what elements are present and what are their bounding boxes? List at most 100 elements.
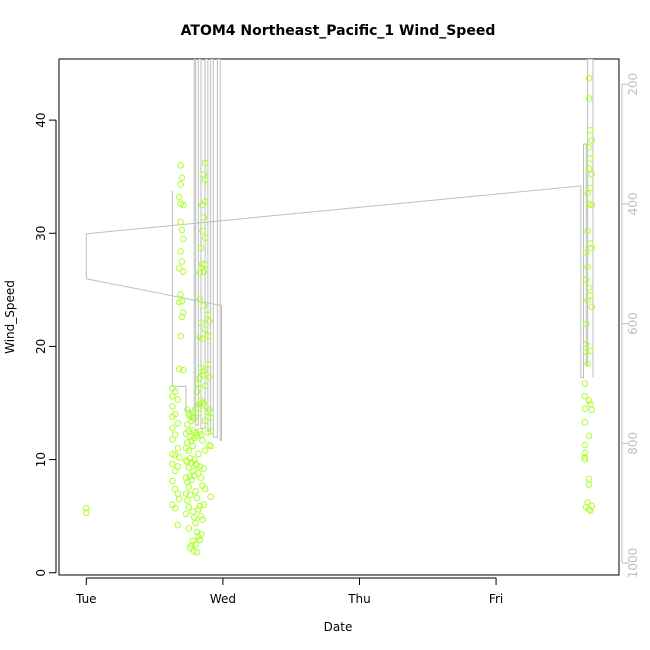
right-axis: 200 400 600 800 1000 — [621, 73, 640, 579]
pressure-line-2 — [86, 59, 222, 441]
data-point — [588, 303, 596, 311]
data-point — [174, 463, 182, 470]
data-point — [581, 405, 589, 413]
data-point — [207, 442, 214, 450]
data-point — [585, 481, 593, 488]
data-point — [185, 503, 193, 511]
data-point — [205, 318, 213, 325]
data-point — [193, 549, 201, 556]
data-point — [587, 184, 594, 192]
data-point — [171, 411, 179, 418]
data-point — [177, 218, 184, 226]
right-tick-label: 1000 — [626, 548, 640, 579]
data-point — [196, 269, 203, 277]
data-point — [204, 361, 212, 368]
data-point — [192, 541, 199, 548]
data-point — [196, 428, 203, 435]
data-point — [585, 165, 593, 173]
data-point — [178, 313, 186, 321]
x-tick-label: Thu — [347, 592, 371, 606]
data-point — [201, 198, 209, 205]
data-point — [585, 475, 593, 483]
data-point — [182, 474, 190, 482]
data-point — [184, 421, 191, 428]
data-point — [171, 431, 179, 439]
data-point — [195, 409, 202, 417]
data-point — [581, 392, 589, 400]
data-point — [185, 483, 193, 491]
data-point — [177, 291, 184, 298]
data-point — [585, 144, 593, 151]
y-tick-label: 30 — [34, 226, 48, 241]
data-point — [196, 502, 203, 510]
data-point — [189, 467, 197, 475]
data-point — [169, 477, 176, 485]
data-point — [584, 360, 591, 367]
x-tick-label: Wed — [210, 592, 236, 606]
data-point — [171, 504, 179, 512]
data-point — [588, 171, 596, 178]
data-point — [180, 268, 187, 276]
data-point — [192, 519, 199, 527]
data-point — [169, 403, 176, 410]
y-tick-label: 10 — [34, 452, 48, 467]
data-point — [584, 227, 591, 235]
data-point — [201, 326, 209, 333]
x-tick-label: Tue — [75, 592, 97, 606]
data-point — [199, 516, 206, 523]
data-point — [180, 235, 187, 243]
data-point — [587, 400, 594, 408]
data-point — [585, 284, 593, 291]
data-point — [582, 320, 590, 328]
data-point — [186, 491, 194, 499]
y-tick-label: 0 — [34, 569, 48, 577]
data-point — [196, 295, 203, 303]
y-tick-label: 40 — [34, 112, 48, 127]
data-point — [585, 74, 593, 82]
data-point — [200, 465, 208, 472]
data-point — [197, 244, 205, 252]
data-point — [588, 201, 596, 209]
data-point — [581, 441, 589, 449]
data-point — [178, 226, 186, 234]
data-point — [204, 311, 212, 319]
data-point — [200, 171, 208, 178]
data-point — [584, 190, 591, 197]
data-point — [587, 240, 594, 247]
data-point — [174, 521, 182, 529]
data-point — [581, 418, 589, 426]
data-point — [169, 460, 176, 468]
data-point — [180, 366, 187, 374]
data-point — [199, 227, 206, 235]
data-point — [83, 504, 90, 512]
data-point — [175, 454, 183, 461]
data-point — [189, 442, 197, 450]
data-point — [174, 396, 182, 403]
data-point — [186, 455, 194, 462]
data-point — [182, 490, 190, 497]
data-point — [178, 174, 186, 182]
data-point — [587, 155, 594, 162]
data-point — [585, 432, 593, 440]
data-point — [584, 499, 591, 506]
data-point — [175, 193, 183, 201]
data-point — [169, 424, 176, 432]
data-point — [582, 340, 590, 348]
data-point — [207, 428, 214, 435]
right-tick-label: 200 — [626, 73, 640, 96]
data-point — [200, 501, 208, 509]
data-point — [193, 388, 201, 396]
data-point — [197, 531, 205, 538]
data-point — [199, 371, 206, 379]
data-point — [192, 488, 199, 495]
data-point — [587, 292, 594, 299]
data-point — [201, 447, 209, 454]
data-point — [205, 406, 213, 414]
data-point — [582, 249, 590, 256]
data-point — [200, 399, 208, 407]
data-point — [200, 214, 208, 221]
data-point — [587, 127, 594, 134]
data-point — [201, 234, 209, 242]
data-point — [584, 263, 591, 271]
